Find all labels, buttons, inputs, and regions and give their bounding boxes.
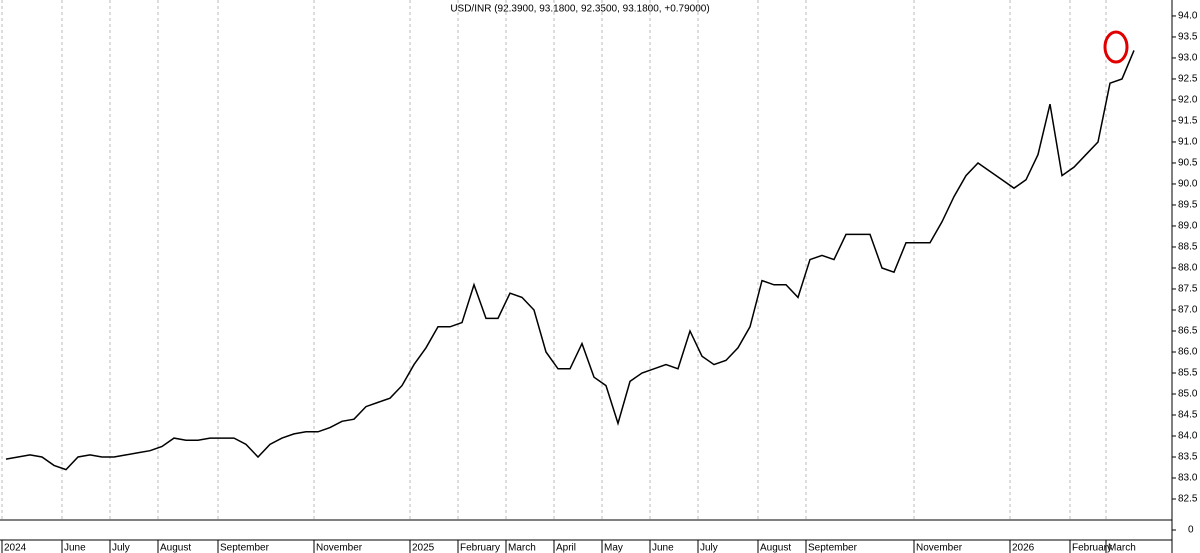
x-tick-label: June <box>64 543 86 553</box>
x-tick-label: February <box>1072 543 1112 553</box>
y-tick-label: 82.5 <box>1178 494 1198 505</box>
x-tick-label: September <box>220 543 270 553</box>
y-tick-label: 90.5 <box>1178 158 1198 169</box>
x-tick-label: May <box>604 543 623 553</box>
y-tick-label: 92.0 <box>1178 95 1198 106</box>
highlight-circle <box>1103 30 1129 64</box>
volume-tick-label: 0 <box>1188 525 1194 536</box>
y-tick-label: 92.5 <box>1178 74 1198 85</box>
x-tick-label: September <box>808 543 858 553</box>
y-tick-label: 89.5 <box>1178 200 1198 211</box>
chart-title: USD/INR (92.3900, 93.1800, 92.3500, 93.1… <box>450 4 709 15</box>
y-tick-label: 85.0 <box>1178 389 1198 400</box>
y-tick-label: 93.5 <box>1178 32 1198 43</box>
y-tick-label: 88.5 <box>1178 242 1198 253</box>
y-tick-label: 86.5 <box>1178 326 1198 337</box>
y-tick-label: 84.0 <box>1178 431 1198 442</box>
y-tick-label: 86.0 <box>1178 347 1198 358</box>
y-tick-label: 83.0 <box>1178 473 1198 484</box>
x-tick-label: July <box>700 543 718 553</box>
y-tick-label: 91.5 <box>1178 116 1198 127</box>
x-tick-label: August <box>160 543 191 553</box>
y-tick-label: 87.5 <box>1178 284 1198 295</box>
y-tick-label: 90.0 <box>1178 179 1198 190</box>
y-tick-label: 89.0 <box>1178 221 1198 232</box>
y-tick-label: 84.5 <box>1178 410 1198 421</box>
x-tick-label: November <box>316 543 363 553</box>
x-tick-label: 2024 <box>4 543 27 553</box>
x-tick-label: November <box>916 543 963 553</box>
x-tick-label: July <box>112 543 130 553</box>
price-line <box>5 50 1135 471</box>
y-tick-label: 88.0 <box>1178 263 1198 274</box>
x-tick-label: August <box>760 543 791 553</box>
y-tick-label: 93.0 <box>1178 53 1198 64</box>
x-tick-label: February <box>460 543 500 553</box>
x-tick-label: 2026 <box>1012 543 1035 553</box>
y-tick-label: 87.0 <box>1178 305 1198 316</box>
y-tick-label: 91.0 <box>1178 137 1198 148</box>
y-tick-label: 85.5 <box>1178 368 1198 379</box>
x-tick-label: April <box>556 543 576 553</box>
x-tick-label: June <box>652 543 674 553</box>
y-tick-label: 83.5 <box>1178 452 1198 463</box>
x-tick-label: March <box>508 543 536 553</box>
x-tick-label: March <box>1108 543 1136 553</box>
y-tick-label: 94.0 <box>1178 11 1198 22</box>
x-tick-label: 2025 <box>412 543 435 553</box>
